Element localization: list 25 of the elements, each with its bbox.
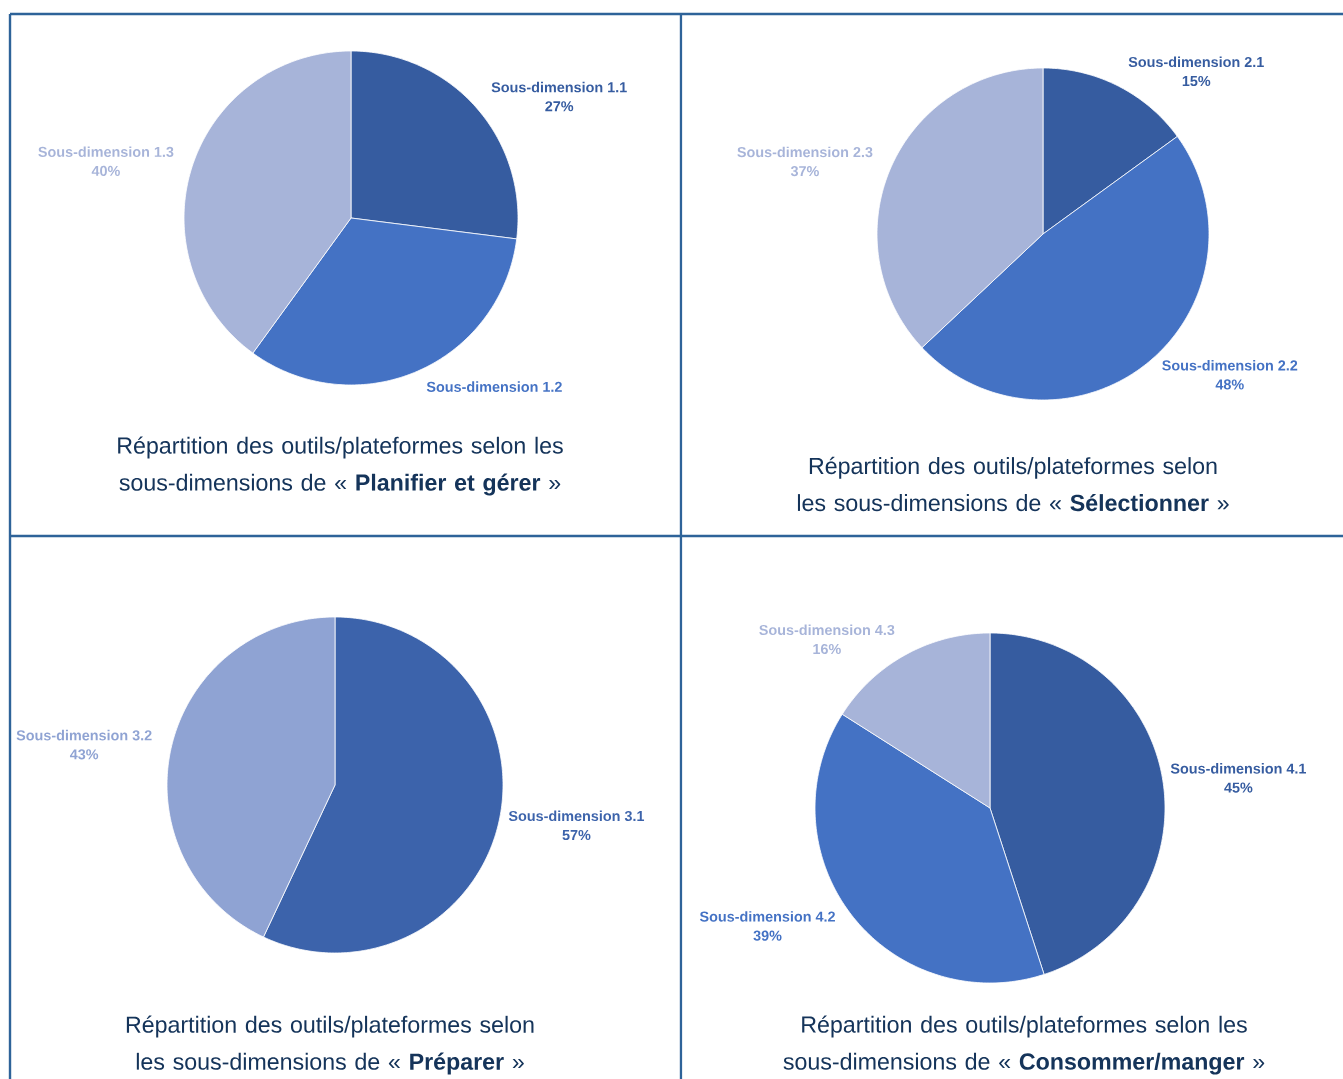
text: Répartition des outils/plateformes selon les sous-dimensions de « Consommer/manger » — [783, 1015, 1265, 1075]
data-label: 15% — [1182, 75, 1211, 87]
data-label: 27% — [545, 101, 574, 112]
slice-label: Sous-dimension 4.1 — [1170, 763, 1306, 774]
slice-label: Sous-dimension 4.2 — [699, 911, 835, 922]
text: Répartition des outils/plateformes selon les sous-dimensions de « Planifier et gérer » — [118, 436, 563, 496]
slice-label: Sous-dimension 1.1 — [491, 81, 627, 93]
slice-label: Sous-dimension 1.2 — [426, 381, 562, 392]
data-label: 57% — [562, 829, 591, 841]
slice-label: Sous-dimension 2.2 — [1162, 359, 1298, 371]
data-label: 39% — [753, 930, 782, 941]
text: Répartition des outils/plateformes selon les sous-dimensions de « Sélectionner » — [797, 456, 1229, 512]
slice-label: Sous-dimension 4.3 — [759, 624, 895, 636]
slice-label: Sous-dimension 2.3 — [737, 146, 873, 158]
data-label: 48% — [1215, 379, 1244, 390]
slice-label: Sous-dimension 2.1 — [1128, 56, 1264, 68]
slice-label: Sous-dimension 1.3 — [38, 146, 174, 158]
slice-label: Sous-dimension 3.2 — [16, 729, 152, 741]
data-label: 45% — [1224, 782, 1253, 793]
slice-label: Sous-dimension 3.1 — [508, 810, 645, 822]
data-label: 43% — [69, 749, 99, 760]
data-label: 37% — [790, 166, 819, 177]
data-label: 40% — [91, 165, 120, 176]
data-label: 16% — [813, 643, 841, 655]
text: Répartition des outils/plateformes selon les sous-dimensions de « Préparer » — [126, 1015, 534, 1075]
